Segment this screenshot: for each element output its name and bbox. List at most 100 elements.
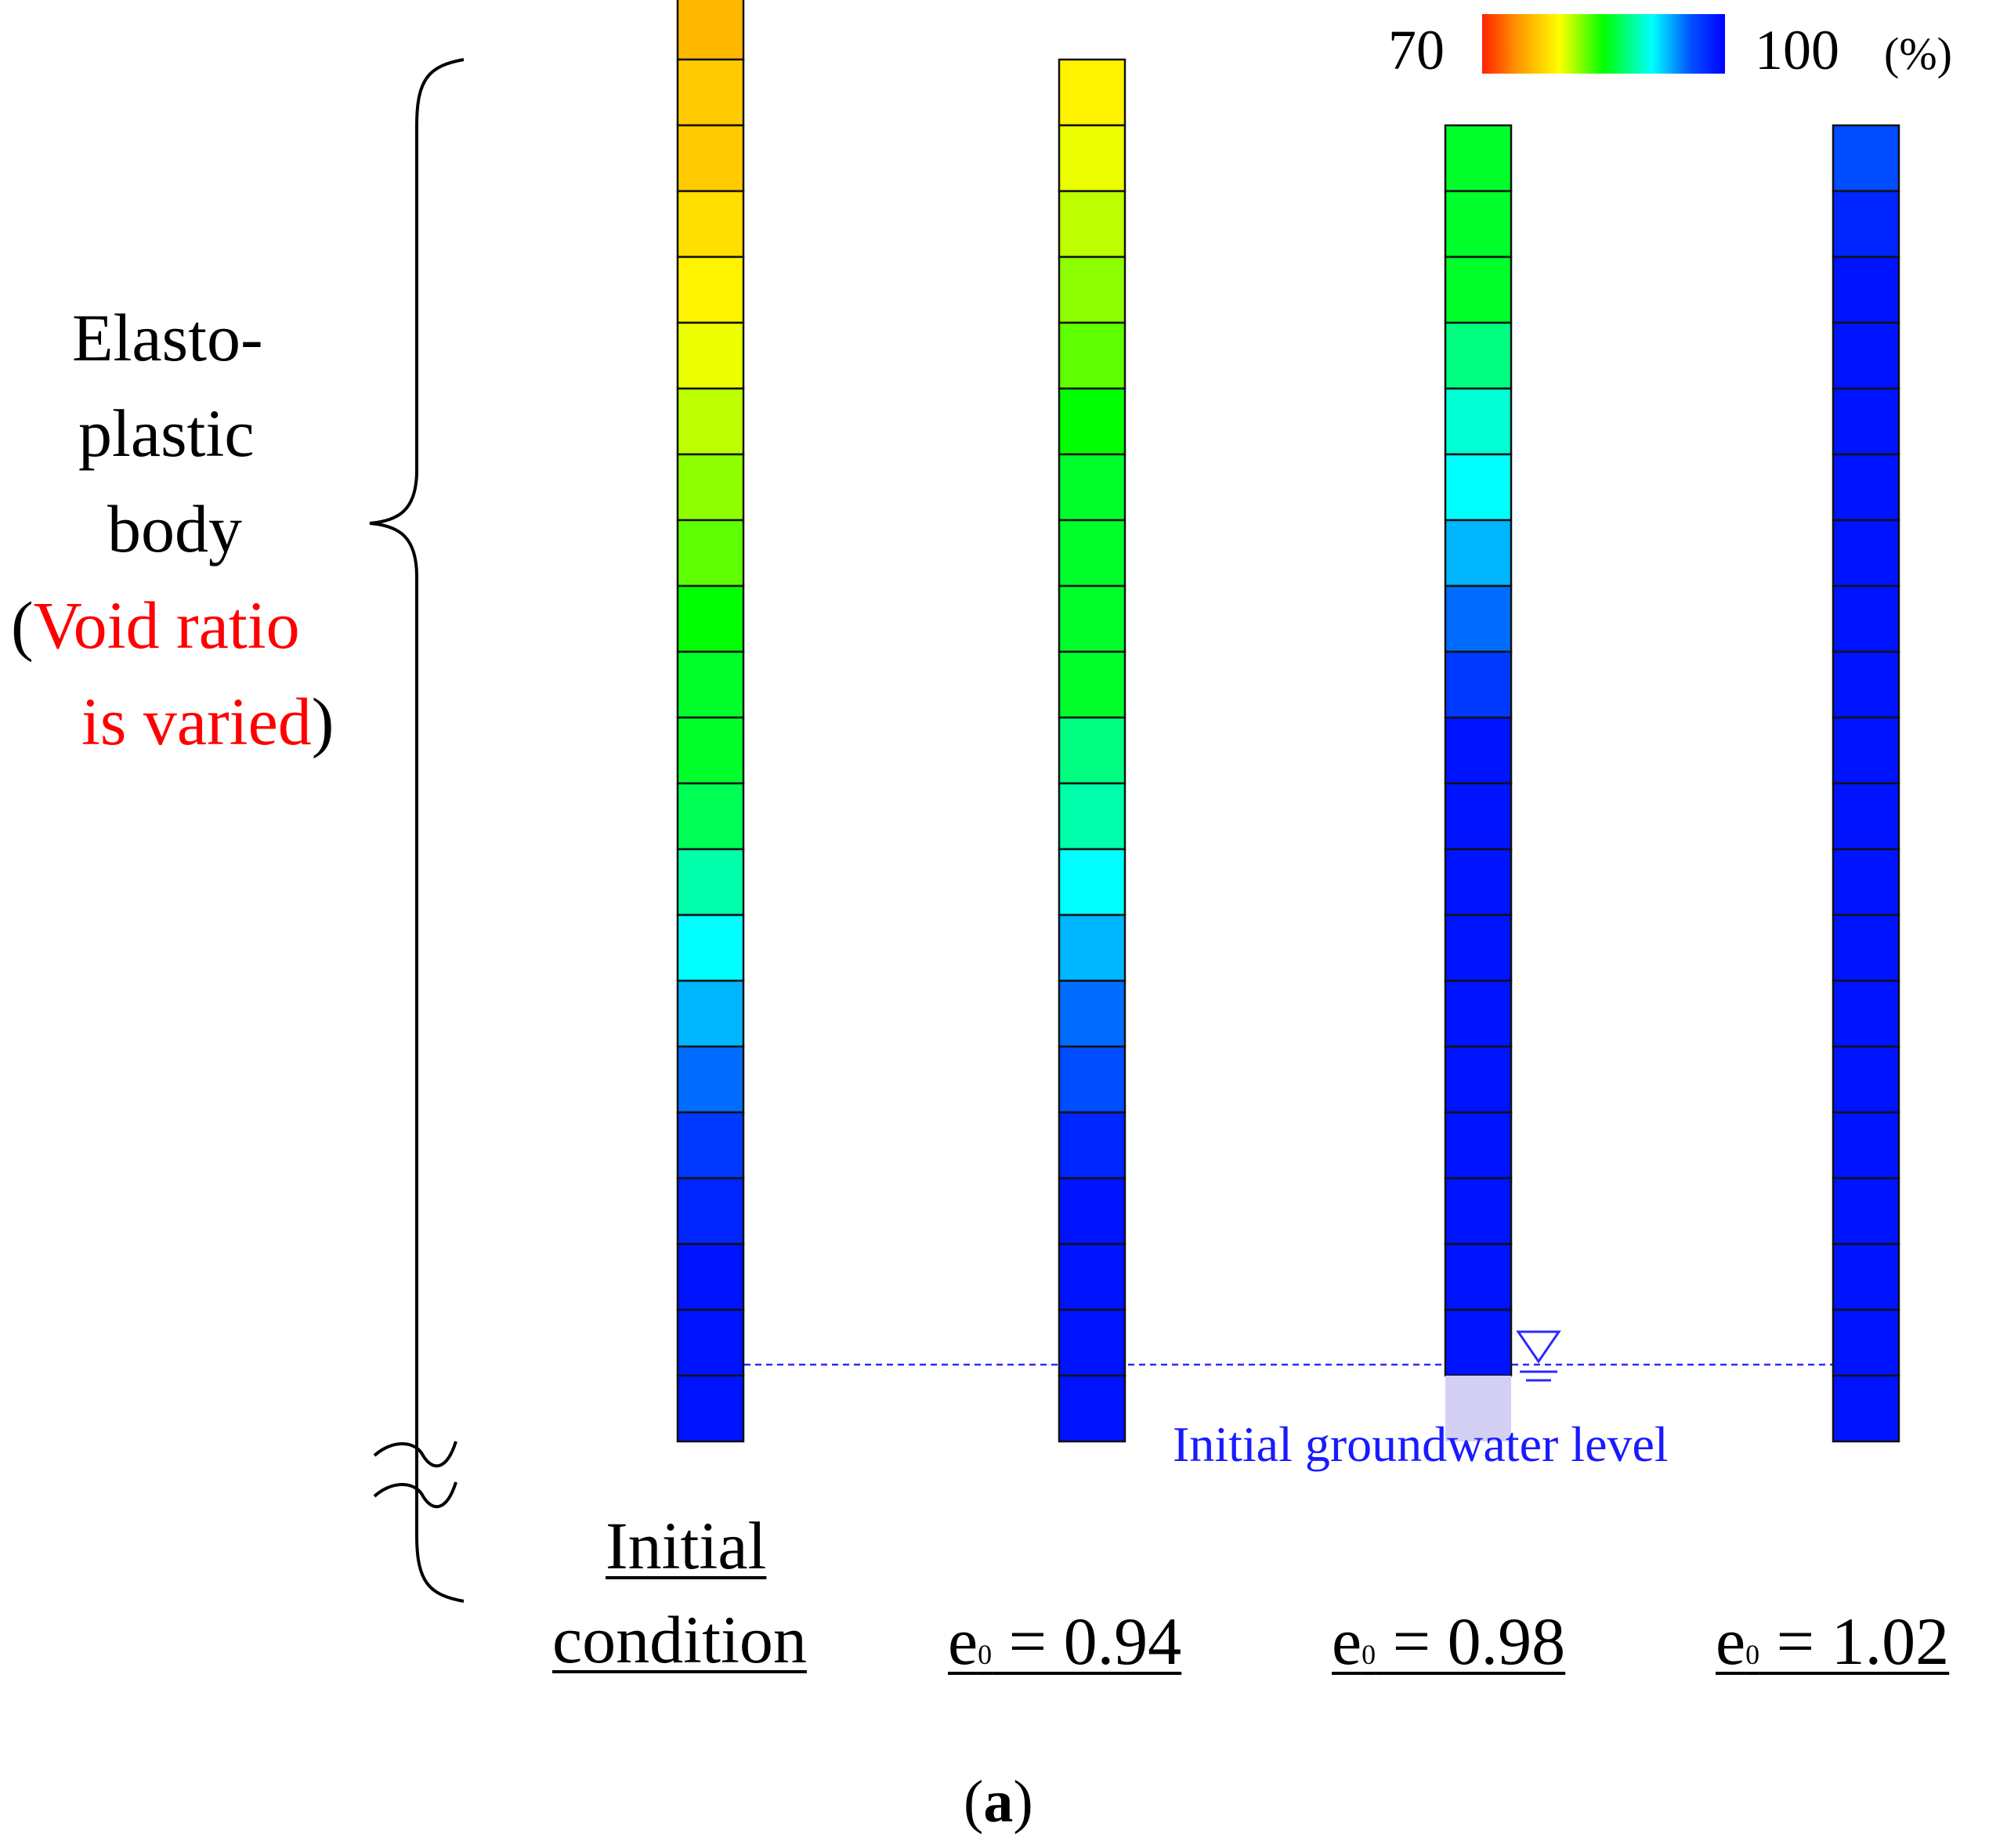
column-cell [1832, 650, 1900, 719]
column-cell [1058, 913, 1126, 982]
column-cell [676, 584, 745, 653]
column-cell [1058, 782, 1126, 851]
e-subscript: 0 [1362, 1639, 1376, 1670]
column-cell [1832, 979, 1900, 1048]
column-cell [1832, 321, 1900, 390]
caption-paren-open: ( [964, 1769, 984, 1835]
col-label-e098: e0 = 0.98 [1332, 1608, 1565, 1675]
column-cell [1058, 387, 1126, 456]
column-cell [676, 782, 745, 851]
column-cell [1058, 1177, 1126, 1246]
e-symbol: e [1332, 1604, 1362, 1679]
column-cell [676, 1308, 745, 1377]
column-cell [1058, 124, 1126, 193]
column-cell [1444, 584, 1513, 653]
legend-min-label: 70 [1388, 19, 1445, 81]
column-cell [1444, 650, 1513, 719]
column-cell [676, 453, 745, 522]
column-cell [1832, 453, 1900, 522]
column-cell [1058, 650, 1126, 719]
column-cell [676, 321, 745, 390]
e-symbol: e [1716, 1604, 1746, 1679]
column-cell [676, 255, 745, 324]
column-cell [676, 848, 745, 917]
column-cell [1832, 124, 1900, 193]
left-label-void-ratio: (Void ratio [11, 591, 300, 659]
column-cell [1832, 190, 1900, 259]
soil-column-3 [1444, 124, 1513, 1441]
column-cell [1058, 255, 1126, 324]
column-cell [1832, 1045, 1900, 1114]
column-cell [1444, 1242, 1513, 1311]
column-cell [1058, 321, 1126, 390]
column-cell [1832, 1308, 1900, 1377]
column-cell [1444, 716, 1513, 785]
column-cell [1832, 519, 1900, 588]
column-cell [676, 979, 745, 1048]
e-subscript: 0 [978, 1639, 993, 1670]
column-cell [1832, 1242, 1900, 1311]
column-cell [1832, 1374, 1900, 1443]
column-cell [1444, 190, 1513, 259]
soil-column-2 [1058, 58, 1126, 1443]
column-cell [1444, 124, 1513, 193]
column-cell [1444, 255, 1513, 324]
break-symbol [373, 1441, 457, 1509]
column-cell [676, 1111, 745, 1180]
void-ratio-text: Void ratio [33, 588, 300, 663]
left-paren-close: ) [311, 684, 334, 759]
column-cell [1832, 913, 1900, 982]
body-brace [369, 58, 465, 1603]
water-table-icon [1516, 1330, 1561, 1382]
column-cell [1058, 1045, 1126, 1114]
groundwater-label: Initial groundwater level [1173, 1416, 1669, 1472]
column-cell [1444, 1308, 1513, 1377]
column-cell [1444, 519, 1513, 588]
column-cell [676, 913, 745, 982]
column-cell [1444, 1177, 1513, 1246]
column-cell [1058, 1374, 1126, 1443]
column-cell [676, 1242, 745, 1311]
column-cell [676, 1177, 745, 1246]
left-paren-open: ( [11, 588, 34, 663]
soil-columns [676, 0, 1900, 1443]
figure-caption: (a) [964, 1772, 1033, 1832]
left-label-line-2: plastic [78, 396, 255, 471]
left-label-is-varied: is varied) [81, 688, 334, 755]
column-cell [1444, 848, 1513, 917]
column-cell [1444, 913, 1513, 982]
partial-saturation-cell [1445, 1376, 1511, 1441]
column-cell [1058, 848, 1126, 917]
column-cell [1058, 58, 1126, 127]
col-label-initial-line2: condition [552, 1602, 807, 1677]
e-value: = 0.94 [992, 1604, 1182, 1679]
is-varied-text: is varied [81, 684, 312, 759]
column-cell [1058, 190, 1126, 259]
column-cell [676, 190, 745, 259]
e-value: = 0.98 [1376, 1604, 1566, 1679]
column-cell [676, 1045, 745, 1114]
left-label-line-1: Elasto- [72, 300, 263, 375]
column-cell [1832, 584, 1900, 653]
column-cell [1444, 979, 1513, 1048]
column-cell [676, 519, 745, 588]
column-cell [676, 58, 745, 127]
column-cell [676, 124, 745, 193]
column-cell [676, 387, 745, 456]
column-cell [676, 650, 745, 719]
column-cell [1058, 979, 1126, 1048]
legend-max-label: 100 [1755, 19, 1839, 81]
column-cell [1444, 782, 1513, 851]
column-cell [1444, 1045, 1513, 1114]
column-cell [1058, 453, 1126, 522]
column-cell [1444, 387, 1513, 456]
column-cell [1058, 519, 1126, 588]
column-cell [1832, 387, 1900, 456]
e-symbol: e [948, 1604, 978, 1679]
column-cell [1832, 1177, 1900, 1246]
column-cell [1832, 255, 1900, 324]
left-label-line-3: body [107, 491, 242, 566]
soil-column-4 [1832, 124, 1900, 1443]
caption-letter: a [983, 1769, 1014, 1835]
column-cell [1058, 584, 1126, 653]
